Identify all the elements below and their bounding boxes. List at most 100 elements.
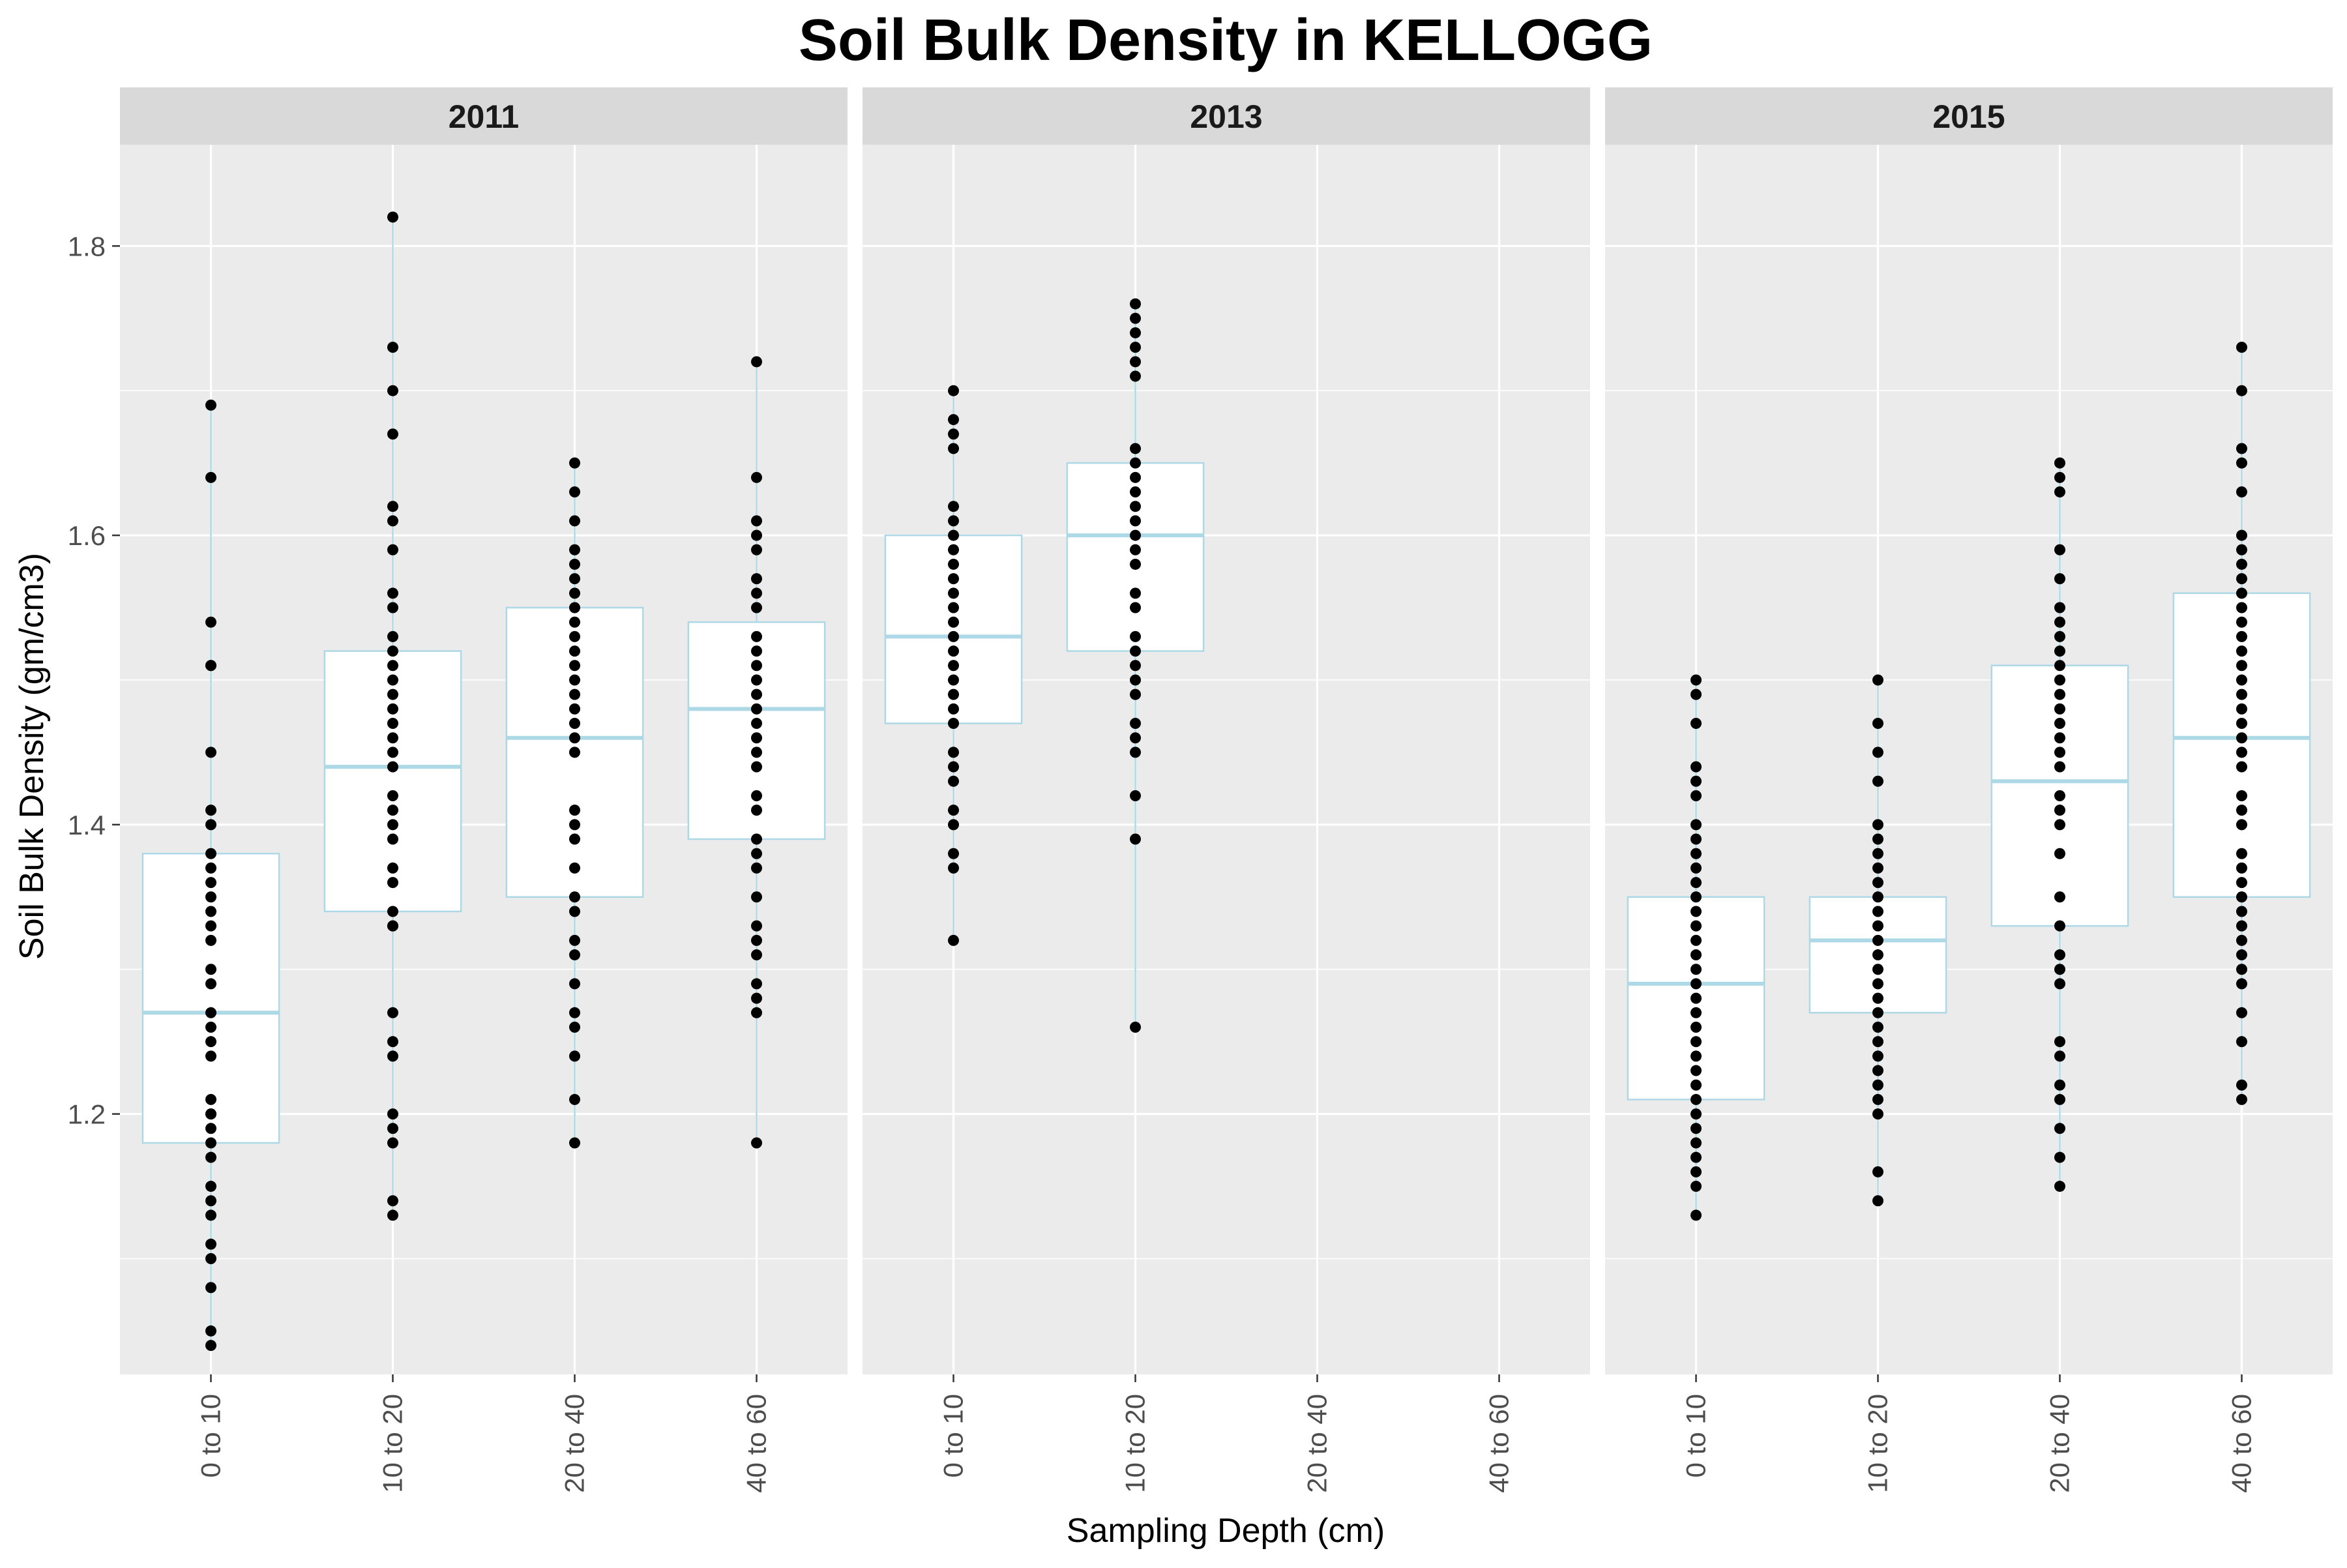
data-point [205, 877, 216, 889]
data-point [1872, 833, 1883, 845]
data-point [1872, 992, 1883, 1004]
data-point [2054, 486, 2065, 498]
data-point [1130, 544, 1141, 555]
data-point [2236, 443, 2247, 454]
data-point [569, 558, 580, 570]
data-point [1690, 1007, 1702, 1018]
data-point [2236, 674, 2247, 686]
data-point [948, 775, 959, 787]
data-point [569, 645, 580, 657]
data-point [948, 645, 959, 657]
boxplot-2015-40-to-60 [2172, 342, 2311, 1105]
data-point [2236, 544, 2247, 555]
data-point [569, 1021, 580, 1033]
data-point [2054, 747, 2065, 758]
data-point [2236, 934, 2247, 946]
data-point [1130, 471, 1141, 483]
data-point [205, 848, 216, 859]
data-point [751, 934, 762, 946]
data-point [948, 703, 959, 715]
data-point [2236, 342, 2247, 353]
data-point [387, 630, 398, 642]
data-point [1130, 630, 1141, 642]
data-point [948, 501, 959, 512]
data-point [2236, 573, 2247, 585]
data-point [569, 688, 580, 700]
data-point [569, 934, 580, 946]
x-tick-label: 0 to 10 [1681, 1394, 1711, 1477]
data-point [1130, 674, 1141, 686]
facet-panel-2015: 2015 0 to 10 10 to 20 20 to 40 40 to 60 [1605, 87, 2333, 1493]
data-point [2236, 385, 2247, 396]
facet-strip-label: 2015 [1932, 98, 2005, 135]
data-point [948, 515, 959, 527]
data-point [1130, 356, 1141, 368]
facet-panel-2013: 2013 0 to 10 10 to 20 20 to 40 40 to 60 [863, 87, 1590, 1493]
data-point [751, 674, 762, 686]
data-point [205, 1093, 216, 1105]
data-point [751, 573, 762, 585]
data-point [2054, 819, 2065, 831]
data-point [205, 1021, 216, 1033]
data-point [205, 1007, 216, 1018]
data-point [751, 992, 762, 1004]
data-point [1872, 1007, 1883, 1018]
y-tick-label: 1.6 [68, 520, 106, 551]
data-point [387, 819, 398, 831]
data-point [1130, 457, 1141, 469]
data-point [569, 1050, 580, 1062]
x-axis-title: Sampling Depth (cm) [1067, 1512, 1385, 1550]
data-point [2054, 645, 2065, 657]
data-point [2054, 616, 2065, 628]
data-point [1130, 718, 1141, 730]
data-point [387, 515, 398, 527]
data-point [569, 978, 580, 990]
panels-layer: 2011 0 to 10 10 to 20 20 to 40 40 to 60 2013 0… [68, 87, 2333, 1493]
data-point [2236, 964, 2247, 975]
data-point [1872, 1021, 1883, 1033]
data-point [1690, 920, 1702, 932]
data-point [387, 385, 398, 396]
data-point [751, 920, 762, 932]
data-point [1690, 1021, 1702, 1033]
data-point [205, 891, 216, 903]
data-point [948, 558, 959, 570]
data-point [205, 1195, 216, 1207]
data-point [751, 833, 762, 845]
data-point [2236, 602, 2247, 614]
facet-panel-2011: 2011 0 to 10 10 to 20 20 to 40 40 to 60 [120, 87, 848, 1493]
data-point [1690, 848, 1702, 859]
data-point [2236, 790, 2247, 801]
data-point [2054, 660, 2065, 672]
data-point [1130, 501, 1141, 512]
data-point [751, 761, 762, 773]
data-point [1690, 1093, 1702, 1105]
data-point [205, 660, 216, 672]
data-point [1690, 978, 1702, 990]
data-point [2054, 1151, 2065, 1163]
data-point [387, 718, 398, 730]
data-point [1690, 1065, 1702, 1076]
data-point [569, 660, 580, 672]
data-point [387, 1209, 398, 1221]
data-point [948, 747, 959, 758]
data-point [569, 833, 580, 845]
data-point [387, 1137, 398, 1149]
data-point [387, 732, 398, 744]
x-tick-label: 0 to 10 [196, 1394, 226, 1477]
data-point [205, 978, 216, 990]
data-point [1872, 1166, 1883, 1177]
data-point [569, 674, 580, 686]
data-point [1130, 790, 1141, 801]
data-point [2236, 819, 2247, 831]
x-tick-label: 10 to 20 [377, 1394, 408, 1493]
data-point [205, 964, 216, 975]
data-point [751, 645, 762, 657]
data-point [751, 1007, 762, 1018]
data-point [205, 471, 216, 483]
data-point [1690, 1036, 1702, 1048]
data-point [205, 616, 216, 628]
data-point [1130, 747, 1141, 758]
data-point [569, 457, 580, 469]
data-point [1690, 1137, 1702, 1149]
